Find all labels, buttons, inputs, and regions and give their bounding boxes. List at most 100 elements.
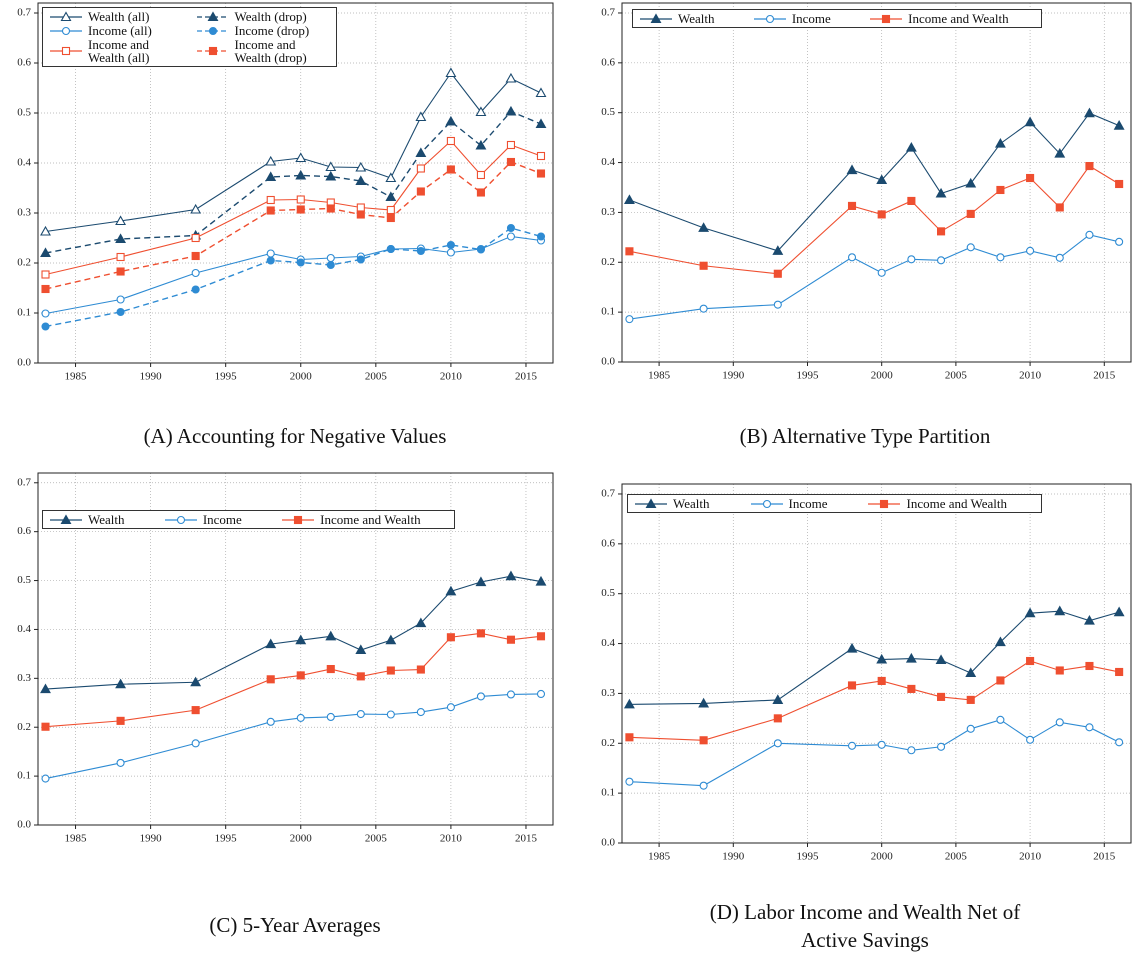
marker (266, 717, 275, 726)
marker (535, 87, 547, 98)
legend-entry: Wealth (634, 497, 738, 510)
y-tick-label: 0.1 (17, 770, 31, 782)
marker (356, 203, 365, 212)
marker (446, 165, 455, 174)
marker (415, 147, 427, 158)
marker (847, 253, 857, 262)
x-tick-label: 2005 (365, 371, 388, 383)
marker (41, 270, 50, 279)
marker (506, 157, 516, 167)
marker (326, 260, 335, 270)
x-tick-label: 2015 (1093, 370, 1116, 382)
marker (385, 634, 397, 645)
marker (966, 243, 975, 252)
x-tick-label: 2015 (1093, 851, 1116, 863)
marker (536, 232, 546, 241)
marker (965, 667, 977, 678)
marker (266, 675, 275, 684)
marker (191, 251, 200, 261)
marker (1085, 161, 1094, 171)
marker (623, 194, 635, 205)
y-tick-label: 0.0 (601, 837, 615, 849)
marker (846, 164, 858, 175)
marker (475, 139, 487, 150)
marker (446, 136, 455, 146)
plot-frame (37, 472, 554, 826)
y-tick-label: 0.2 (601, 256, 615, 268)
x-tick-label: 2015 (515, 371, 538, 383)
legend-icon (635, 497, 667, 508)
marker (1115, 237, 1124, 246)
legend-label: Income and Wealth (all) (88, 37, 150, 65)
legend-label: Wealth (88, 512, 125, 527)
marker (475, 576, 487, 587)
marker (699, 736, 708, 745)
marker (966, 209, 975, 218)
x-tick-label: 1985 (65, 371, 88, 383)
legend-label: Income and Wealth (320, 512, 421, 527)
marker (116, 307, 125, 317)
marker (996, 715, 1005, 724)
marker (326, 712, 335, 722)
panel: 0.0 0.1 0.2 0.3 0.4 0.5 0.6 0.7 1985 1990 1995 2000… (17, 472, 554, 845)
marker (294, 515, 303, 524)
marker (773, 714, 782, 723)
marker (1026, 735, 1035, 744)
marker (1055, 718, 1064, 727)
marker (326, 204, 335, 213)
marker (295, 634, 307, 645)
y-tick-label: 0.3 (601, 687, 615, 699)
marker (325, 161, 337, 172)
x-tick-label: 2010 (1019, 370, 1042, 382)
y-tick-label: 0.7 (17, 7, 31, 19)
marker (40, 247, 51, 258)
marker (996, 676, 1005, 685)
marker (937, 742, 946, 751)
marker (1115, 179, 1124, 189)
x-tick-label: 1990 (722, 370, 745, 382)
marker (645, 497, 657, 508)
legend-icon (196, 46, 229, 56)
y-tick-label: 0.4 (17, 157, 31, 169)
legend-icon (196, 26, 229, 35)
marker (536, 689, 546, 699)
marker (1026, 656, 1035, 666)
y-tick-label: 0.6 (601, 56, 615, 68)
marker (355, 175, 367, 186)
marker (356, 255, 365, 264)
y-tick-label: 0.6 (17, 57, 31, 69)
marker (625, 733, 634, 742)
marker (772, 694, 784, 704)
marker (882, 14, 891, 23)
marker (476, 245, 485, 254)
y-tick-label: 0.2 (17, 721, 31, 733)
marker (266, 206, 275, 215)
legend-icon (50, 26, 82, 35)
caption: (C) 5-Year Averages (209, 913, 381, 937)
legend-entry: Wealth (drop) (196, 10, 331, 23)
marker (296, 205, 305, 214)
marker (191, 739, 200, 748)
marker (1024, 116, 1036, 127)
marker (905, 652, 917, 663)
marker (1085, 230, 1094, 239)
x-tick-label: 2010 (440, 371, 463, 383)
marker (535, 575, 547, 586)
marker (1024, 607, 1036, 618)
marker (846, 642, 858, 653)
marker (40, 683, 51, 694)
y-tick-label: 0.7 (17, 476, 31, 488)
marker (937, 692, 946, 701)
marker (1113, 120, 1125, 130)
marker (416, 187, 425, 196)
marker (907, 196, 916, 205)
marker (386, 213, 395, 223)
y-tick-label: 0.2 (601, 737, 615, 749)
marker (907, 255, 916, 264)
marker (937, 256, 946, 265)
legend-icon (164, 515, 197, 524)
legend-entry: Income (164, 513, 269, 526)
marker (446, 240, 455, 250)
